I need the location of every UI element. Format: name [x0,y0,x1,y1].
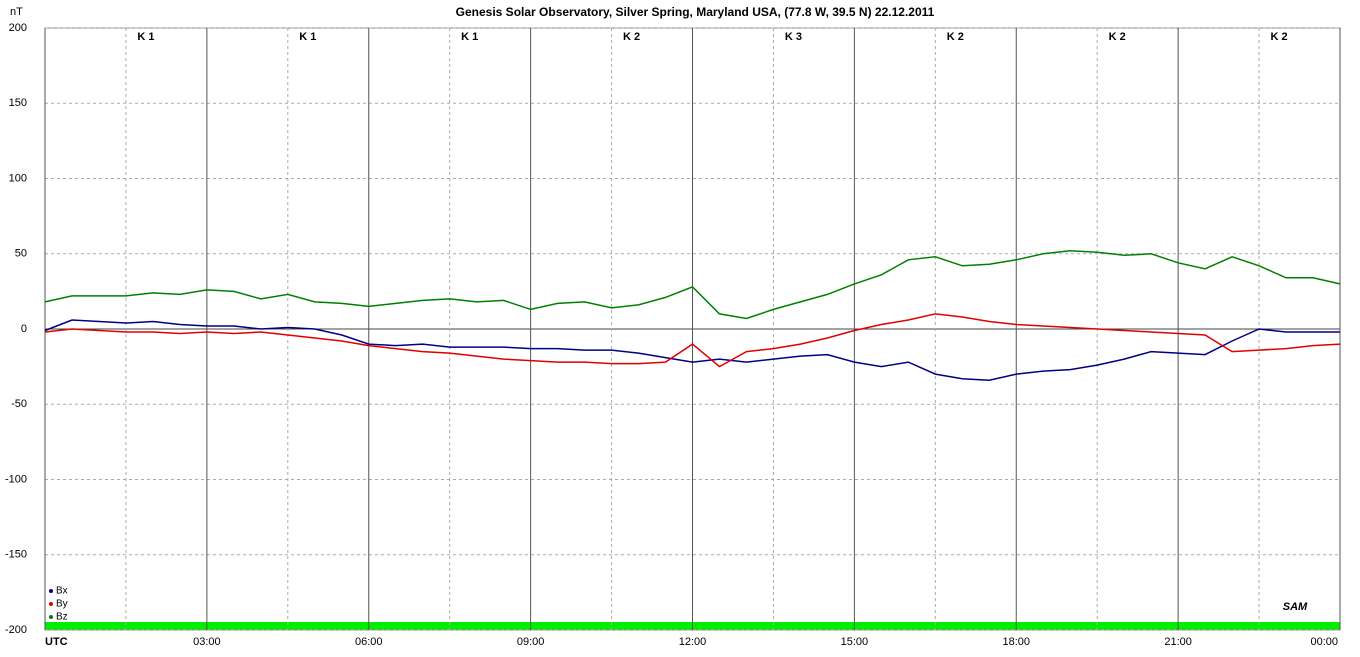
series-line [44,319,1340,381]
y-tick-label: -150 [5,549,27,561]
legend-label: Bx [56,586,68,597]
x-tick-label: 21:00 [1164,636,1192,648]
series-line [44,249,1341,320]
x-tick-label: 03:00 [193,636,221,648]
x-tick-label: UTC [45,636,68,648]
logo: SAM [1283,601,1308,613]
y-tick-label: 200 [9,22,27,34]
legend-marker [49,615,53,619]
k-index-label: K 1 [137,31,154,43]
k-index-label: K 1 [299,31,316,43]
x-tick-label: 12:00 [679,636,707,648]
legend-label: By [56,599,68,610]
y-tick-label: -200 [5,624,27,636]
legend-marker [49,589,53,593]
y-axis-label: nT [10,6,23,18]
y-tick-label: -50 [11,398,27,410]
legend-marker [49,602,53,606]
series-line [44,313,1341,368]
k-index-label: K 1 [461,31,478,43]
k-index-label: K 2 [623,31,640,43]
k-index-label: K 2 [1109,31,1126,43]
y-tick-label: 100 [9,172,27,184]
x-tick-label: 06:00 [355,636,383,648]
x-tick-label: 15:00 [841,636,869,648]
y-tick-label: -100 [5,473,27,485]
k-index-label: K 2 [1271,31,1288,43]
x-tick-label: 00:00 [1310,636,1338,648]
x-tick-label: 09:00 [517,636,545,648]
k-index-label: K 2 [947,31,964,43]
y-tick-label: 50 [15,248,27,260]
k-index-label: K 3 [785,31,802,43]
chart-title: Genesis Solar Observatory, Silver Spring… [456,5,935,19]
y-tick-label: 150 [9,97,27,109]
legend-label: Bz [56,612,68,623]
y-tick-label: 0 [21,323,27,335]
x-tick-label: 18:00 [1002,636,1030,648]
